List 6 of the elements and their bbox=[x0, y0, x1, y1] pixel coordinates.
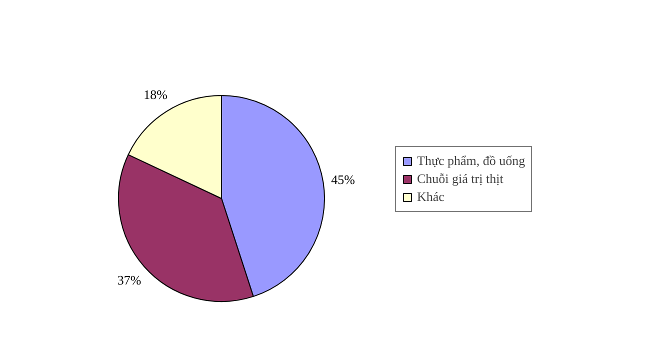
data-label: 45% bbox=[331, 172, 356, 187]
data-label: 37% bbox=[117, 272, 142, 288]
data-label: 18% bbox=[144, 87, 168, 102]
legend-label: Thực phẩm, đồ uống bbox=[417, 153, 526, 169]
legend-label: Khác bbox=[417, 189, 444, 205]
legend-label: Chuỗi giá trị thịt bbox=[417, 171, 504, 187]
